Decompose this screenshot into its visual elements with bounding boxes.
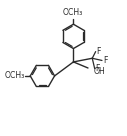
Text: F: F [96,64,100,73]
Text: F: F [97,47,101,56]
Text: F: F [103,56,107,65]
Text: OCH₃: OCH₃ [5,71,25,80]
Text: OCH₃: OCH₃ [63,8,83,17]
Text: OH: OH [94,67,106,76]
